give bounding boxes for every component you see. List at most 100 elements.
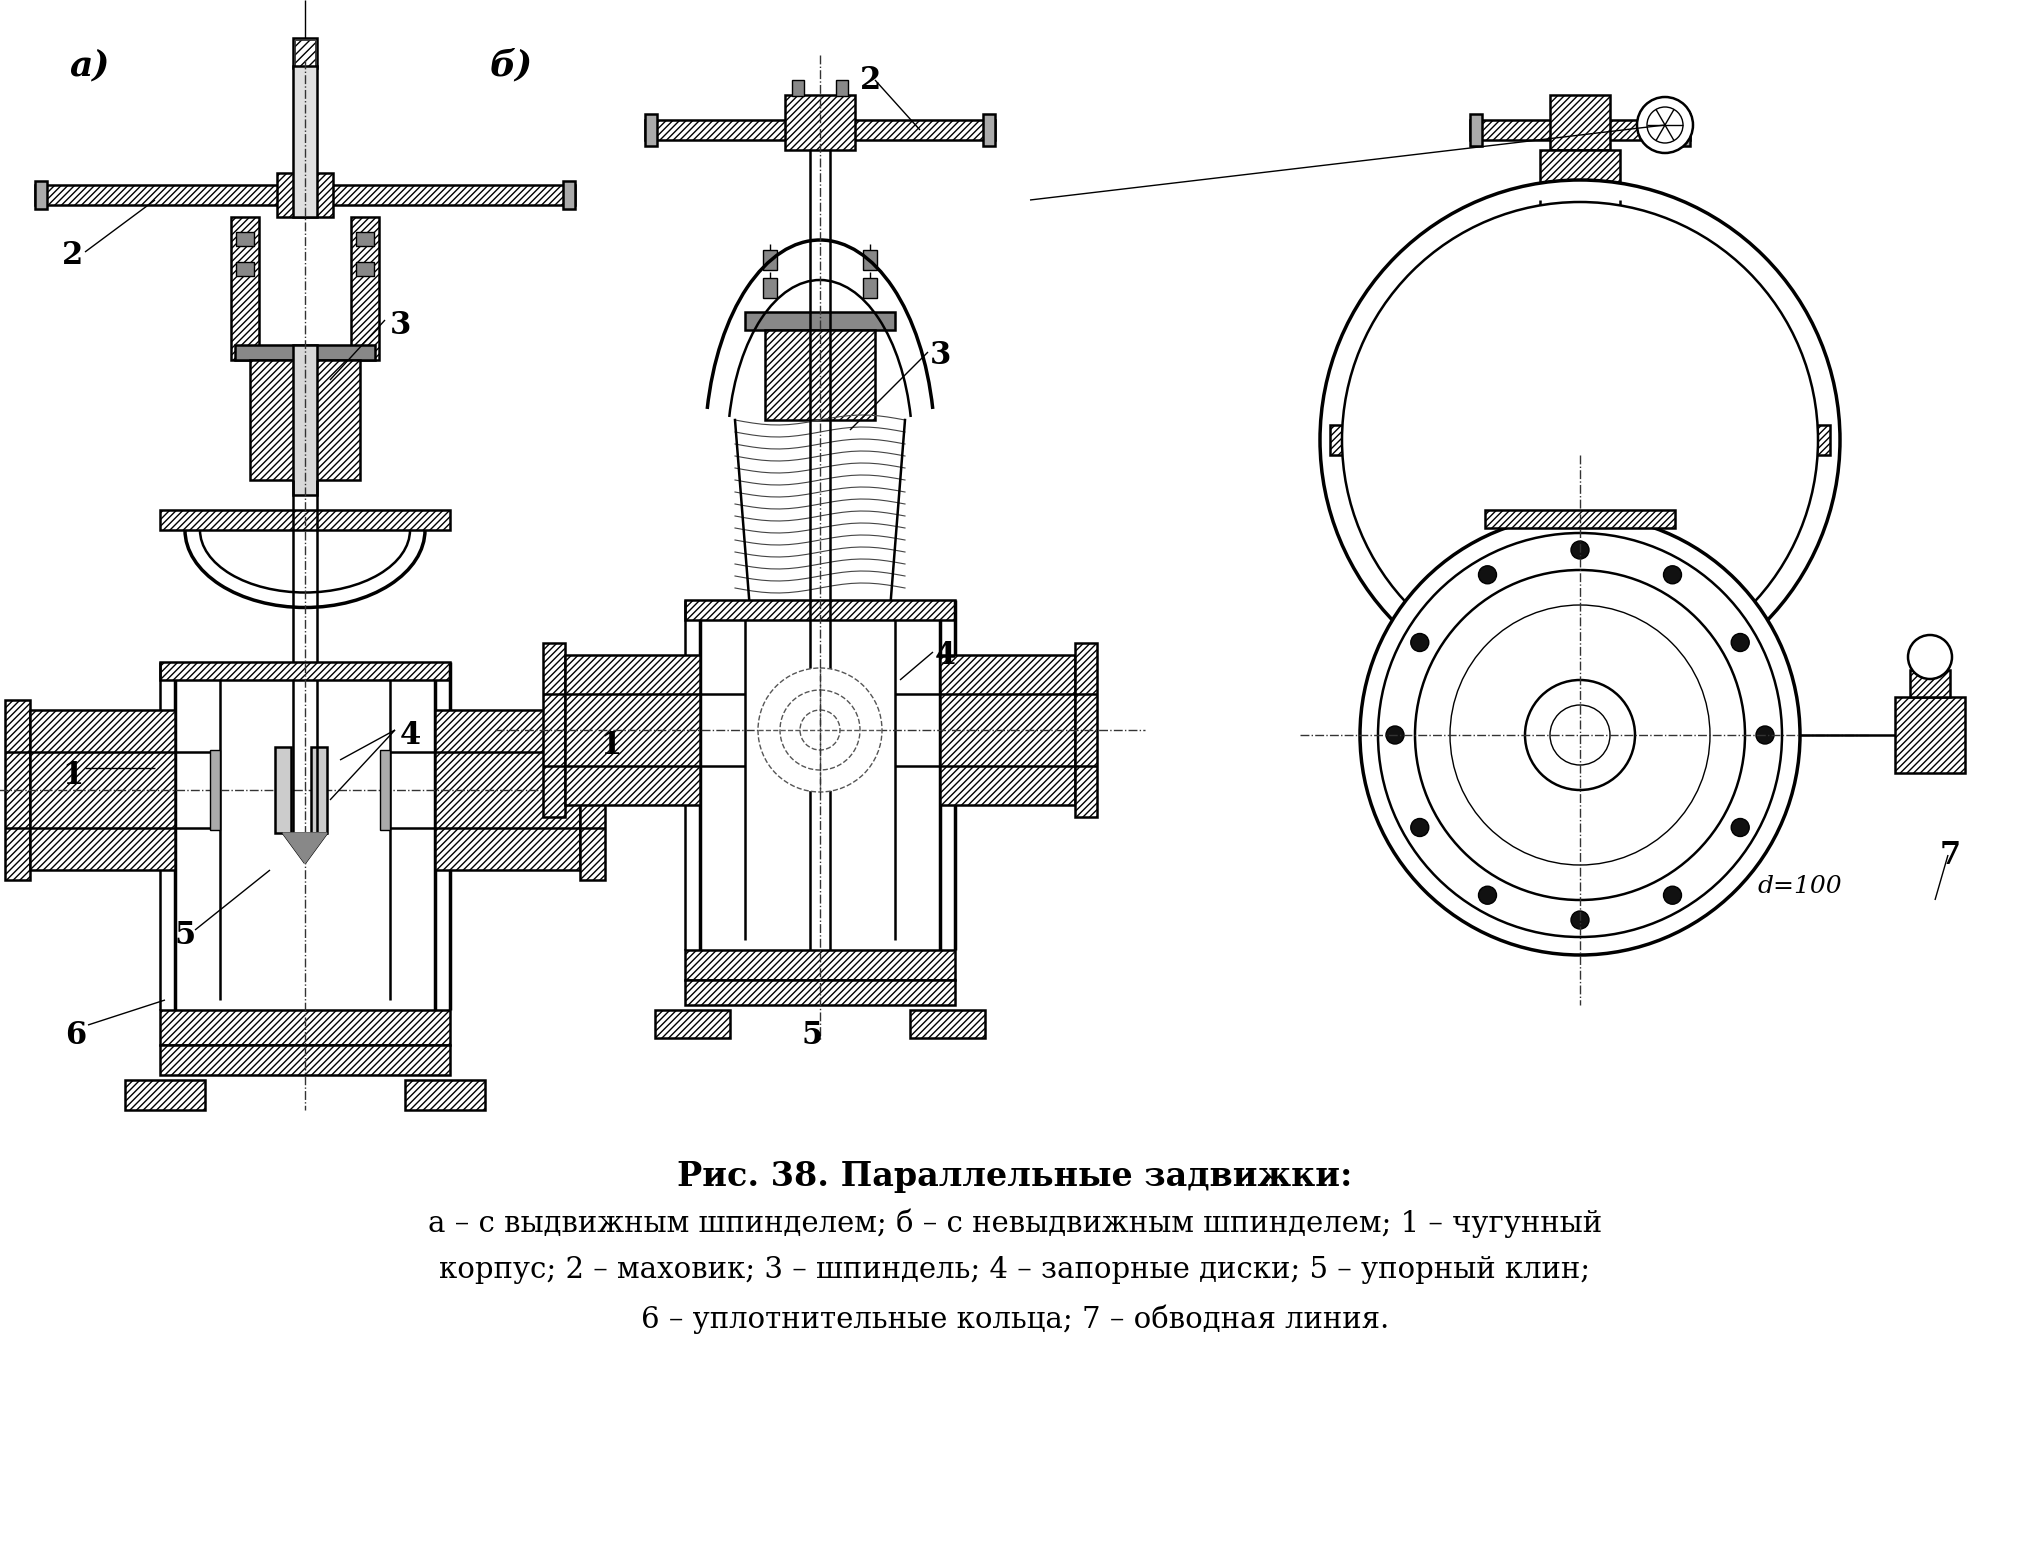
Bar bbox=[786, 95, 855, 149]
Bar bbox=[30, 710, 175, 870]
Bar bbox=[1486, 511, 1675, 528]
Bar bbox=[1470, 114, 1482, 146]
Circle shape bbox=[1646, 107, 1683, 143]
Text: 4: 4 bbox=[936, 640, 956, 671]
Bar bbox=[311, 747, 327, 833]
Circle shape bbox=[757, 668, 881, 793]
Bar bbox=[160, 662, 451, 680]
Text: 1: 1 bbox=[63, 760, 83, 791]
Circle shape bbox=[1663, 886, 1681, 905]
Bar bbox=[160, 511, 451, 529]
Bar bbox=[763, 251, 777, 269]
Bar bbox=[763, 279, 777, 297]
Bar bbox=[792, 79, 804, 97]
Text: 6: 6 bbox=[65, 1020, 85, 1051]
Polygon shape bbox=[282, 833, 327, 863]
Circle shape bbox=[1478, 886, 1496, 905]
Circle shape bbox=[800, 710, 840, 750]
Bar bbox=[160, 1010, 451, 1045]
Circle shape bbox=[1320, 181, 1839, 701]
Circle shape bbox=[1571, 911, 1589, 930]
Bar bbox=[160, 1045, 451, 1074]
Bar bbox=[684, 599, 954, 620]
Text: 5: 5 bbox=[802, 1020, 822, 1051]
Bar bbox=[355, 232, 374, 246]
Bar bbox=[562, 181, 574, 209]
Bar bbox=[1486, 690, 1675, 708]
Text: 5: 5 bbox=[175, 920, 197, 951]
Bar bbox=[983, 114, 995, 146]
Bar bbox=[351, 216, 380, 360]
Bar bbox=[1910, 670, 1951, 698]
Bar bbox=[235, 346, 376, 360]
Bar bbox=[35, 185, 574, 206]
Bar bbox=[274, 747, 290, 833]
Bar bbox=[406, 1081, 485, 1110]
Bar bbox=[294, 40, 315, 65]
Bar bbox=[684, 950, 954, 979]
Bar bbox=[542, 643, 564, 817]
Bar bbox=[564, 655, 700, 805]
Bar bbox=[863, 251, 877, 269]
Bar bbox=[656, 1010, 731, 1039]
Text: 3: 3 bbox=[930, 339, 952, 371]
Bar bbox=[434, 710, 581, 870]
Bar bbox=[235, 232, 254, 246]
Bar bbox=[1076, 643, 1096, 817]
Circle shape bbox=[1636, 97, 1693, 153]
Bar bbox=[231, 216, 260, 360]
Bar bbox=[126, 1081, 205, 1110]
Text: d=100: d=100 bbox=[1758, 875, 1843, 898]
Circle shape bbox=[1551, 705, 1610, 764]
Bar bbox=[1801, 425, 1829, 455]
Text: 2: 2 bbox=[63, 240, 83, 271]
Bar bbox=[235, 262, 254, 276]
Bar bbox=[646, 114, 658, 146]
Bar bbox=[836, 79, 849, 97]
Circle shape bbox=[1756, 726, 1774, 744]
Bar bbox=[4, 701, 30, 880]
Circle shape bbox=[1732, 819, 1750, 836]
Circle shape bbox=[1663, 565, 1681, 584]
Text: 7: 7 bbox=[1941, 839, 1961, 870]
Bar bbox=[581, 701, 605, 880]
Bar bbox=[1679, 114, 1691, 146]
Bar bbox=[355, 262, 374, 276]
Bar bbox=[250, 360, 359, 480]
Text: а): а) bbox=[69, 48, 110, 83]
Circle shape bbox=[1571, 540, 1589, 559]
Circle shape bbox=[1411, 819, 1429, 836]
Bar bbox=[863, 279, 877, 297]
Circle shape bbox=[1908, 635, 1953, 679]
Bar bbox=[292, 346, 317, 495]
Bar bbox=[765, 330, 875, 420]
Bar bbox=[745, 311, 895, 330]
Circle shape bbox=[1411, 634, 1429, 651]
Bar bbox=[292, 65, 317, 216]
Circle shape bbox=[1360, 515, 1801, 954]
Circle shape bbox=[1378, 532, 1782, 937]
Bar bbox=[1541, 260, 1620, 441]
Bar bbox=[646, 120, 995, 140]
Bar bbox=[209, 750, 219, 830]
Bar bbox=[1330, 425, 1360, 455]
Circle shape bbox=[1415, 570, 1746, 900]
Bar bbox=[1551, 95, 1610, 149]
Bar bbox=[276, 173, 333, 216]
Bar bbox=[909, 1010, 985, 1039]
Circle shape bbox=[1732, 634, 1750, 651]
Circle shape bbox=[1386, 726, 1405, 744]
Text: а – с выдвижным шпинделем; б – с невыдвижным шпинделем; 1 – чугунный: а – с выдвижным шпинделем; б – с невыдви… bbox=[428, 1208, 1602, 1238]
Bar bbox=[292, 37, 317, 69]
Text: корпус; 2 – маховик; 3 – шпиндель; 4 – запорные диски; 5 – упорный клин;: корпус; 2 – маховик; 3 – шпиндель; 4 – з… bbox=[438, 1256, 1592, 1285]
Circle shape bbox=[1342, 202, 1819, 677]
Circle shape bbox=[1525, 680, 1634, 789]
Text: Рис. 38. Параллельные задвижки:: Рис. 38. Параллельные задвижки: bbox=[678, 1160, 1352, 1193]
Bar bbox=[1555, 199, 1606, 260]
Bar bbox=[684, 979, 954, 1004]
Text: б): б) bbox=[489, 48, 534, 83]
Circle shape bbox=[1478, 565, 1496, 584]
Circle shape bbox=[1449, 606, 1709, 866]
Text: 4: 4 bbox=[400, 719, 422, 750]
Bar bbox=[380, 750, 390, 830]
